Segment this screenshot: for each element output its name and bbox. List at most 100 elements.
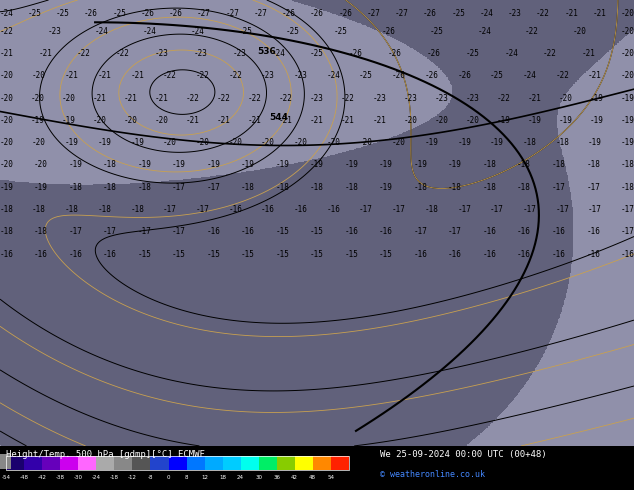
Text: 12: 12 bbox=[201, 475, 208, 481]
Text: -17: -17 bbox=[552, 183, 566, 192]
Text: -22: -22 bbox=[555, 72, 569, 80]
Text: -16: -16 bbox=[294, 205, 307, 214]
Text: -17: -17 bbox=[172, 227, 186, 236]
Text: -18: -18 bbox=[65, 205, 79, 214]
Text: -20: -20 bbox=[621, 27, 634, 36]
Bar bbox=[313, 456, 331, 470]
Bar bbox=[6, 456, 24, 470]
Text: -20: -20 bbox=[0, 72, 13, 80]
Text: -22: -22 bbox=[279, 94, 293, 102]
Text: -16: -16 bbox=[103, 250, 117, 259]
Text: -18: -18 bbox=[517, 183, 531, 192]
Text: -16: -16 bbox=[517, 227, 531, 236]
Text: -16: -16 bbox=[68, 250, 82, 259]
Text: -17: -17 bbox=[163, 205, 177, 214]
Text: -19: -19 bbox=[345, 161, 358, 170]
Text: -8: -8 bbox=[148, 475, 153, 481]
Text: -12: -12 bbox=[128, 475, 137, 481]
Text: -20: -20 bbox=[61, 94, 75, 102]
Text: -24: -24 bbox=[522, 72, 536, 80]
Bar bbox=[79, 456, 96, 470]
Text: -19: -19 bbox=[425, 138, 438, 147]
Text: -20: -20 bbox=[294, 138, 307, 147]
Bar bbox=[133, 456, 150, 470]
Text: -22: -22 bbox=[0, 27, 13, 36]
Bar bbox=[205, 456, 223, 470]
Text: -18: -18 bbox=[103, 161, 117, 170]
Text: -20: -20 bbox=[32, 72, 46, 80]
Text: -21: -21 bbox=[527, 94, 541, 102]
Text: -17: -17 bbox=[621, 227, 634, 236]
Bar bbox=[169, 456, 186, 470]
Text: -27: -27 bbox=[197, 9, 211, 18]
Text: -23: -23 bbox=[294, 72, 307, 80]
Text: -18: -18 bbox=[482, 183, 496, 192]
Text: -17: -17 bbox=[413, 227, 427, 236]
Text: -17: -17 bbox=[621, 205, 634, 214]
Text: -18: -18 bbox=[310, 183, 324, 192]
Text: -18: -18 bbox=[276, 183, 289, 192]
Text: -18: -18 bbox=[345, 183, 358, 192]
Text: -19: -19 bbox=[496, 116, 510, 125]
Text: -21: -21 bbox=[341, 116, 355, 125]
Text: -15: -15 bbox=[241, 250, 255, 259]
Text: -15: -15 bbox=[310, 227, 324, 236]
Text: -19: -19 bbox=[621, 94, 634, 102]
Text: -18: -18 bbox=[68, 183, 82, 192]
Text: -26: -26 bbox=[282, 9, 295, 18]
Bar bbox=[295, 456, 313, 470]
Text: -15: -15 bbox=[310, 250, 324, 259]
Text: -15: -15 bbox=[345, 250, 358, 259]
Text: -24: -24 bbox=[92, 475, 101, 481]
Text: -25: -25 bbox=[430, 27, 443, 36]
Text: 8: 8 bbox=[184, 475, 188, 481]
Text: -17: -17 bbox=[588, 205, 602, 214]
Text: -16: -16 bbox=[34, 250, 48, 259]
Text: -22: -22 bbox=[228, 72, 242, 80]
Text: -25: -25 bbox=[490, 72, 504, 80]
Text: -19: -19 bbox=[98, 138, 112, 147]
Text: -22: -22 bbox=[196, 72, 209, 80]
Text: -16: -16 bbox=[379, 227, 393, 236]
Text: -20: -20 bbox=[32, 138, 46, 147]
Text: -24: -24 bbox=[479, 9, 493, 18]
Text: -21: -21 bbox=[130, 72, 144, 80]
Text: -48: -48 bbox=[20, 475, 29, 481]
Text: -26: -26 bbox=[382, 27, 396, 36]
Text: -20: -20 bbox=[465, 116, 479, 125]
Text: -18: -18 bbox=[552, 161, 566, 170]
Text: -22: -22 bbox=[248, 94, 262, 102]
Bar bbox=[96, 456, 115, 470]
Bar bbox=[0, 454, 11, 469]
Text: 0: 0 bbox=[167, 475, 171, 481]
Text: -21: -21 bbox=[65, 72, 79, 80]
Text: -27: -27 bbox=[395, 9, 409, 18]
Text: -25: -25 bbox=[112, 9, 126, 18]
Text: -24: -24 bbox=[95, 27, 109, 36]
Text: -15: -15 bbox=[138, 250, 152, 259]
Text: -19: -19 bbox=[448, 161, 462, 170]
Text: -25: -25 bbox=[334, 27, 348, 36]
Text: -20: -20 bbox=[621, 49, 634, 58]
Text: -22: -22 bbox=[525, 27, 539, 36]
Text: -20: -20 bbox=[196, 138, 209, 147]
Text: -17: -17 bbox=[586, 183, 600, 192]
Text: -26: -26 bbox=[141, 9, 155, 18]
Text: -18: -18 bbox=[517, 161, 531, 170]
Text: -18: -18 bbox=[110, 475, 119, 481]
Text: -16: -16 bbox=[207, 227, 221, 236]
Text: -17: -17 bbox=[207, 183, 221, 192]
Text: -25: -25 bbox=[465, 49, 479, 58]
Text: -23: -23 bbox=[465, 94, 479, 102]
Text: -16: -16 bbox=[345, 227, 358, 236]
Text: -26: -26 bbox=[339, 9, 352, 18]
Text: -15: -15 bbox=[276, 250, 289, 259]
Bar bbox=[259, 456, 276, 470]
Text: -18: -18 bbox=[522, 138, 536, 147]
Text: -25: -25 bbox=[28, 9, 41, 18]
Text: -17: -17 bbox=[392, 205, 406, 214]
Text: -26: -26 bbox=[349, 49, 363, 58]
Text: -24: -24 bbox=[477, 27, 491, 36]
Text: -22: -22 bbox=[341, 94, 355, 102]
Text: -20: -20 bbox=[155, 116, 169, 125]
